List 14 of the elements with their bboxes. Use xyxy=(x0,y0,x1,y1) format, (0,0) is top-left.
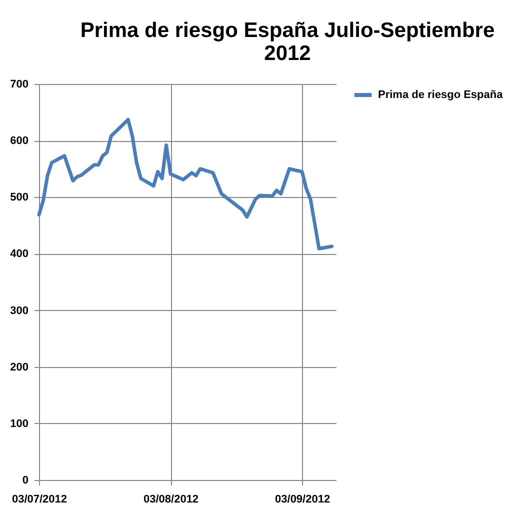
y-tick-label: 100 xyxy=(10,418,28,430)
x-tick-label: 03/09/2012 xyxy=(275,494,330,506)
y-tick-label: 0 xyxy=(22,474,28,486)
y-tick-label: 300 xyxy=(10,304,28,317)
y-tick-label: 600 xyxy=(10,135,28,148)
y-tick-label: 200 xyxy=(10,361,28,374)
y-tick-label: 500 xyxy=(10,192,28,204)
legend-label: Prima de riesgo España xyxy=(378,89,504,101)
chart-title: Prima de riesgo España Julio-Septiembre 2012 xyxy=(80,19,495,65)
y-tick-label: 700 xyxy=(10,78,28,90)
x-tick-label: 03/07/2012 xyxy=(12,494,68,506)
line-series xyxy=(37,118,334,250)
y-tick-label: 400 xyxy=(10,248,28,260)
x-tick-label: 03/08/2012 xyxy=(143,494,199,506)
